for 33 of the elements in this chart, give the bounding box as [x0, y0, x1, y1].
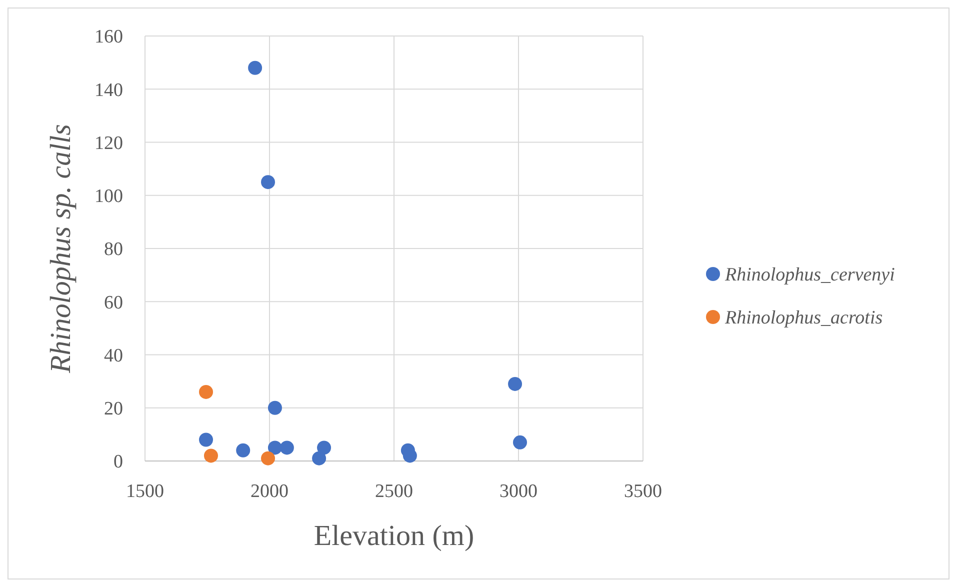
- x-tick-label: 3500: [624, 481, 662, 502]
- point: [199, 384, 214, 399]
- x-tick-label: 3000: [500, 481, 538, 502]
- y-axis-title: Rhinolophus sp. calls: [45, 124, 77, 374]
- x-tick-label: 2500: [375, 481, 413, 502]
- legend-label: Rhinolophus_cervenyi: [724, 264, 895, 286]
- point: [261, 451, 276, 466]
- point: [236, 443, 250, 458]
- y-tick-label: 100: [94, 186, 123, 208]
- y-tick-label: 80: [104, 239, 123, 260]
- x-tick-label: 2000: [250, 481, 288, 502]
- y-tick-label: 40: [104, 345, 123, 366]
- y-tick-label: 60: [104, 292, 123, 314]
- point: [268, 440, 282, 455]
- point: [402, 448, 417, 463]
- legend-label: Rhinolophus_acrotis: [724, 308, 883, 329]
- y-tick-label: 20: [104, 398, 123, 420]
- y-tick-label: 140: [94, 80, 123, 101]
- y-tick-label: 0: [114, 452, 123, 473]
- point: [508, 376, 522, 391]
- point: [261, 175, 276, 190]
- y-tick-label: 120: [94, 132, 123, 154]
- point: [199, 432, 214, 447]
- point: [268, 400, 282, 415]
- point: [248, 60, 262, 75]
- point: [204, 448, 218, 463]
- x-axis-title: Elevation (m): [314, 520, 474, 552]
- point: [317, 440, 332, 455]
- point: [312, 451, 326, 466]
- y-tick-label: 160: [94, 26, 123, 48]
- point: [512, 435, 527, 450]
- point: [280, 440, 294, 455]
- x-tick-label: 1500: [126, 481, 164, 502]
